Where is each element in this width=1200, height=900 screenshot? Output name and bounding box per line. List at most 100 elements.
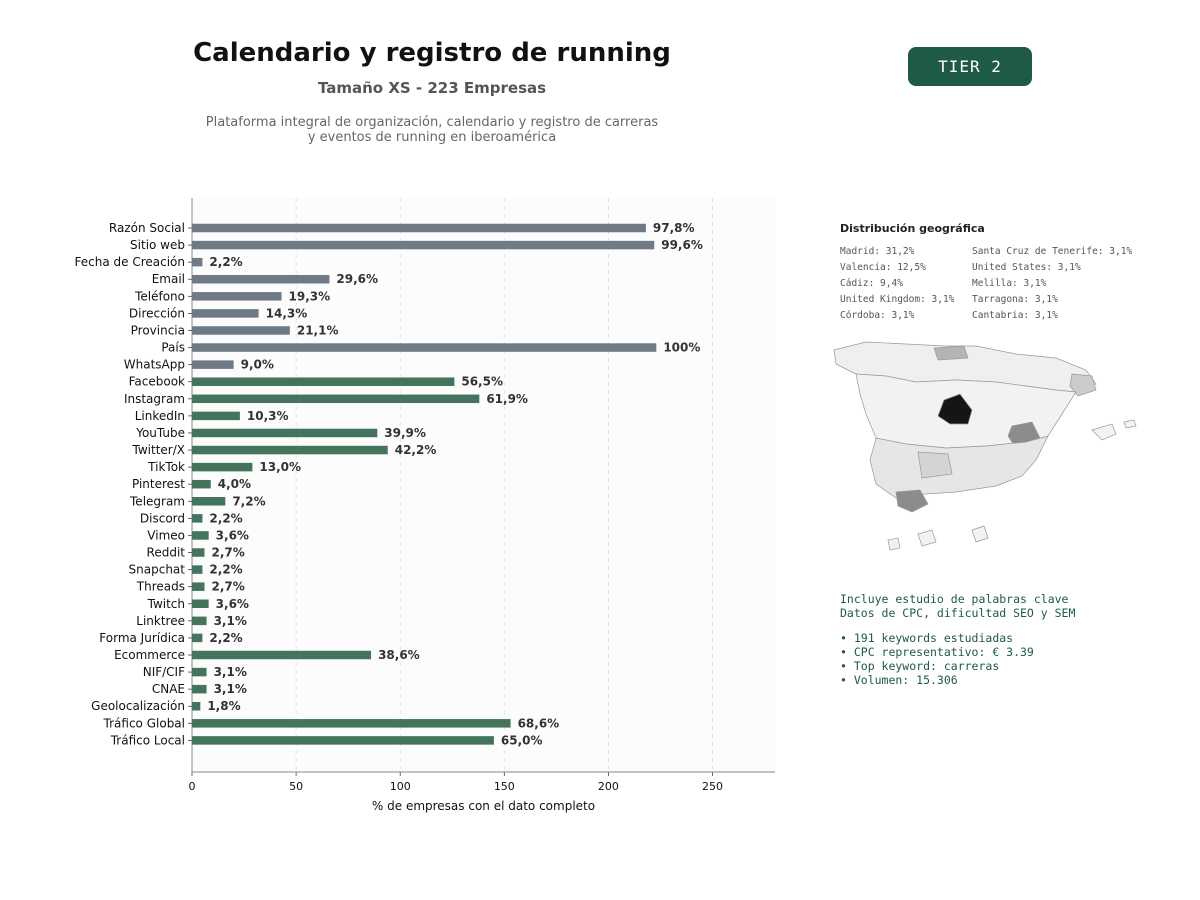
bar bbox=[192, 633, 203, 643]
map-region-south bbox=[869, 435, 1049, 499]
data-label: 2,7% bbox=[211, 580, 244, 594]
keywords-line-2: Datos de CPC, dificultad SEO y SEM bbox=[840, 606, 1076, 620]
bar bbox=[192, 531, 209, 540]
page-subtitle: Tamaño XS - 223 Empresas bbox=[317, 79, 547, 97]
data-label: 2,2% bbox=[209, 255, 242, 269]
category-label: Razón Social bbox=[109, 221, 185, 235]
category-label: CNAE bbox=[152, 682, 185, 696]
data-label: 100% bbox=[663, 341, 700, 355]
data-label: 56,5% bbox=[461, 375, 503, 389]
plot-area bbox=[192, 198, 775, 772]
bar bbox=[192, 223, 646, 233]
geo-item: United States: 3,1% bbox=[972, 262, 1081, 273]
bar bbox=[192, 309, 259, 318]
category-label: Vimeo bbox=[147, 528, 185, 542]
category-label: Threads bbox=[136, 580, 185, 594]
data-label: 2,2% bbox=[209, 511, 242, 525]
data-label: 1,8% bbox=[207, 699, 240, 713]
keyword-bullet: • Top keyword: carreras bbox=[840, 659, 1000, 673]
map-region-canary-2 bbox=[971, 525, 989, 543]
description-line-1: Plataforma integral de organización, cal… bbox=[205, 115, 659, 130]
category-label: Discord bbox=[140, 511, 185, 525]
geo-item: United Kingdom: 3,1% bbox=[840, 294, 955, 305]
category-label: Twitter/X bbox=[132, 443, 185, 457]
bar bbox=[192, 274, 330, 284]
data-label: 97,8% bbox=[653, 221, 695, 235]
x-tick-label: 0 bbox=[189, 780, 196, 793]
bar bbox=[192, 719, 511, 728]
map-region-balearic-2 bbox=[1123, 419, 1137, 429]
page-title: Calendario y registro de running bbox=[193, 38, 671, 68]
data-label: 2,7% bbox=[211, 546, 244, 560]
data-label: 38,6% bbox=[378, 648, 420, 662]
x-tick-label: 100 bbox=[390, 780, 411, 793]
keyword-bullet: • 191 keywords estudiadas bbox=[840, 631, 1014, 645]
x-tick-label: 250 bbox=[702, 780, 723, 793]
category-label: Sitio web bbox=[130, 238, 185, 252]
category-label: Facebook bbox=[129, 375, 185, 389]
map-region-tarragona bbox=[1069, 373, 1097, 397]
bar bbox=[192, 650, 372, 660]
bar bbox=[192, 343, 657, 352]
map-region-canary bbox=[917, 529, 937, 547]
category-label: Tráfico Local bbox=[110, 733, 185, 747]
data-label: 3,6% bbox=[216, 597, 249, 611]
bar bbox=[192, 736, 494, 745]
category-label: Teléfono bbox=[134, 289, 185, 303]
category-label: TikTok bbox=[147, 460, 185, 474]
map-region-cantabria bbox=[933, 345, 969, 361]
data-label: 3,1% bbox=[214, 665, 247, 679]
geo-item: Cantabria: 3,1% bbox=[972, 310, 1058, 321]
x-axis-label: % de empresas con el dato completo bbox=[372, 799, 595, 813]
bar bbox=[192, 292, 282, 301]
category-label: NIF/CIF bbox=[143, 665, 185, 679]
x-tick-label: 150 bbox=[494, 780, 515, 793]
data-label: 3,1% bbox=[214, 614, 247, 628]
data-label: 42,2% bbox=[395, 443, 437, 457]
data-label: 21,1% bbox=[297, 323, 339, 337]
map-region-balearic bbox=[1091, 423, 1117, 441]
bar bbox=[192, 377, 455, 386]
geo-item: Valencia: 12,5% bbox=[840, 262, 926, 273]
bar bbox=[192, 616, 207, 626]
category-label: Telegram bbox=[129, 494, 185, 508]
bar bbox=[192, 428, 378, 438]
geo-item: Cádiz: 9,4% bbox=[840, 278, 903, 289]
map-region-madrid bbox=[937, 393, 973, 425]
bar bbox=[192, 462, 253, 472]
category-label: Reddit bbox=[147, 546, 186, 560]
category-label: Provincia bbox=[131, 323, 185, 337]
data-label: 10,3% bbox=[247, 409, 289, 423]
data-label: 68,6% bbox=[518, 716, 560, 730]
category-label: Dirección bbox=[129, 306, 185, 320]
description: Plataforma integral de organización, cal… bbox=[132, 115, 732, 145]
data-label: 61,9% bbox=[486, 392, 528, 406]
x-tick-label: 200 bbox=[598, 780, 619, 793]
bar bbox=[192, 599, 209, 609]
category-label: Ecommerce bbox=[114, 648, 185, 662]
bar bbox=[192, 684, 207, 694]
category-label: Twitch bbox=[147, 597, 185, 611]
map-region-canary-3 bbox=[887, 537, 901, 551]
data-label: 14,3% bbox=[266, 306, 308, 320]
category-label: Tráfico Global bbox=[103, 716, 185, 730]
geo-title: Distribución geográfica bbox=[840, 222, 985, 235]
bar bbox=[192, 326, 290, 335]
geo-item: Santa Cruz de Tenerife: 3,1% bbox=[972, 246, 1133, 257]
data-label: 2,2% bbox=[209, 563, 242, 577]
data-label: 9,0% bbox=[241, 358, 274, 372]
map-region-cordoba bbox=[917, 451, 953, 479]
category-label: País bbox=[161, 341, 185, 355]
category-label: Pinterest bbox=[132, 477, 185, 491]
geo-item: Tarragona: 3,1% bbox=[972, 294, 1058, 305]
bar bbox=[192, 257, 203, 267]
bar bbox=[192, 548, 205, 557]
bar bbox=[192, 411, 240, 421]
data-label: 65,0% bbox=[501, 733, 543, 747]
bar bbox=[192, 360, 234, 369]
category-label: Email bbox=[152, 272, 185, 286]
keywords-line-1: Incluye estudio de palabras clave bbox=[840, 592, 1069, 606]
description-line-2: y eventos de running en iberoamérica bbox=[307, 130, 557, 145]
keywords-panel: Incluye estudio de palabras clave Datos … bbox=[840, 592, 1075, 687]
bar bbox=[192, 479, 211, 489]
